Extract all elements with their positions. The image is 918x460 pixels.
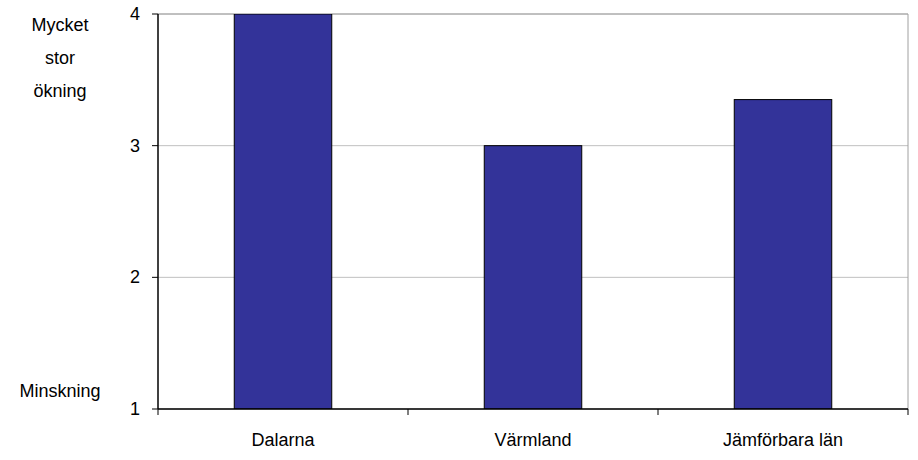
bar (484, 146, 582, 409)
x-tick-label: Dalarna (251, 430, 315, 450)
y-tick-label: 3 (130, 136, 140, 156)
plot-frame (908, 14, 909, 409)
annotation: Minskning (19, 381, 100, 401)
y-tick-label: 1 (130, 399, 140, 419)
bar (734, 100, 832, 409)
bars (234, 14, 832, 409)
x-tick-label: Jämförbara län (723, 430, 843, 450)
y-tick-label: 4 (130, 4, 140, 24)
bar (234, 14, 332, 409)
y-tick-label: 2 (130, 267, 140, 287)
chart-svg: 1 2 3 4 Dalarna Värmland Jämförbara län Myckets… (0, 0, 918, 460)
x-axis (158, 408, 908, 410)
x-tick-label: Värmland (494, 430, 571, 450)
y-tick (152, 145, 158, 146)
y-tick (152, 277, 158, 278)
x-tick (908, 409, 909, 415)
y-axis (157, 14, 159, 409)
y-tick (152, 14, 158, 15)
x-tick (408, 409, 409, 415)
grid-line (158, 409, 908, 410)
y-tick (152, 409, 158, 410)
annotation: Mycketstorökning (31, 15, 88, 101)
x-tick (158, 409, 159, 415)
x-tick (658, 409, 659, 415)
chart-container: 1 2 3 4 Dalarna Värmland Jämförbara län Myckets… (0, 0, 918, 460)
